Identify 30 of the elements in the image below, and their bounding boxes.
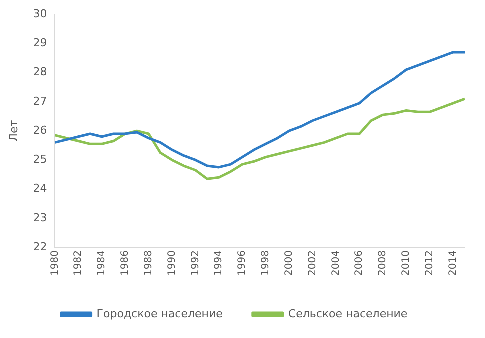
x-tick-label: 1982: [73, 250, 84, 276]
x-tick-label: 1984: [96, 250, 108, 276]
x-tick-label: 2002: [307, 250, 318, 276]
x-tick-label: 1986: [120, 250, 132, 276]
x-tick-label: 2008: [378, 250, 389, 276]
x-tick-label: 2012: [424, 250, 436, 276]
y-tick-label: 29: [33, 36, 48, 50]
y-tick-label: 30: [33, 7, 48, 20]
y-tick-label: 23: [33, 211, 48, 224]
x-tick-label: 2010: [401, 250, 412, 276]
y-tick-label: 22: [33, 240, 48, 254]
x-tick-label: 1998: [260, 250, 272, 276]
x-tick-label: 1988: [143, 250, 154, 276]
y-tick-label: 28: [33, 66, 48, 79]
x-tick-label: 2000: [284, 250, 295, 276]
x-tick-label: 2006: [354, 250, 366, 276]
y-tick-label: 26: [33, 124, 48, 137]
y-tick-label: 27: [33, 94, 48, 108]
x-tick-label: 1992: [190, 250, 202, 276]
x-tick-label: 1980: [50, 250, 61, 276]
x-tick-label: 1996: [237, 250, 248, 276]
legend-label: Сельское население: [288, 307, 408, 320]
y-axis-title: Лет: [7, 120, 20, 142]
x-tick-label: 1994: [214, 250, 225, 276]
legend-label: Городское население: [96, 307, 224, 320]
x-tick-label: 2004: [330, 250, 342, 276]
x-tick-label: 1990: [166, 250, 178, 276]
y-tick-label: 24: [33, 182, 48, 196]
x-tick-label: 2014: [448, 250, 459, 276]
y-tick-label: 25: [33, 153, 48, 166]
